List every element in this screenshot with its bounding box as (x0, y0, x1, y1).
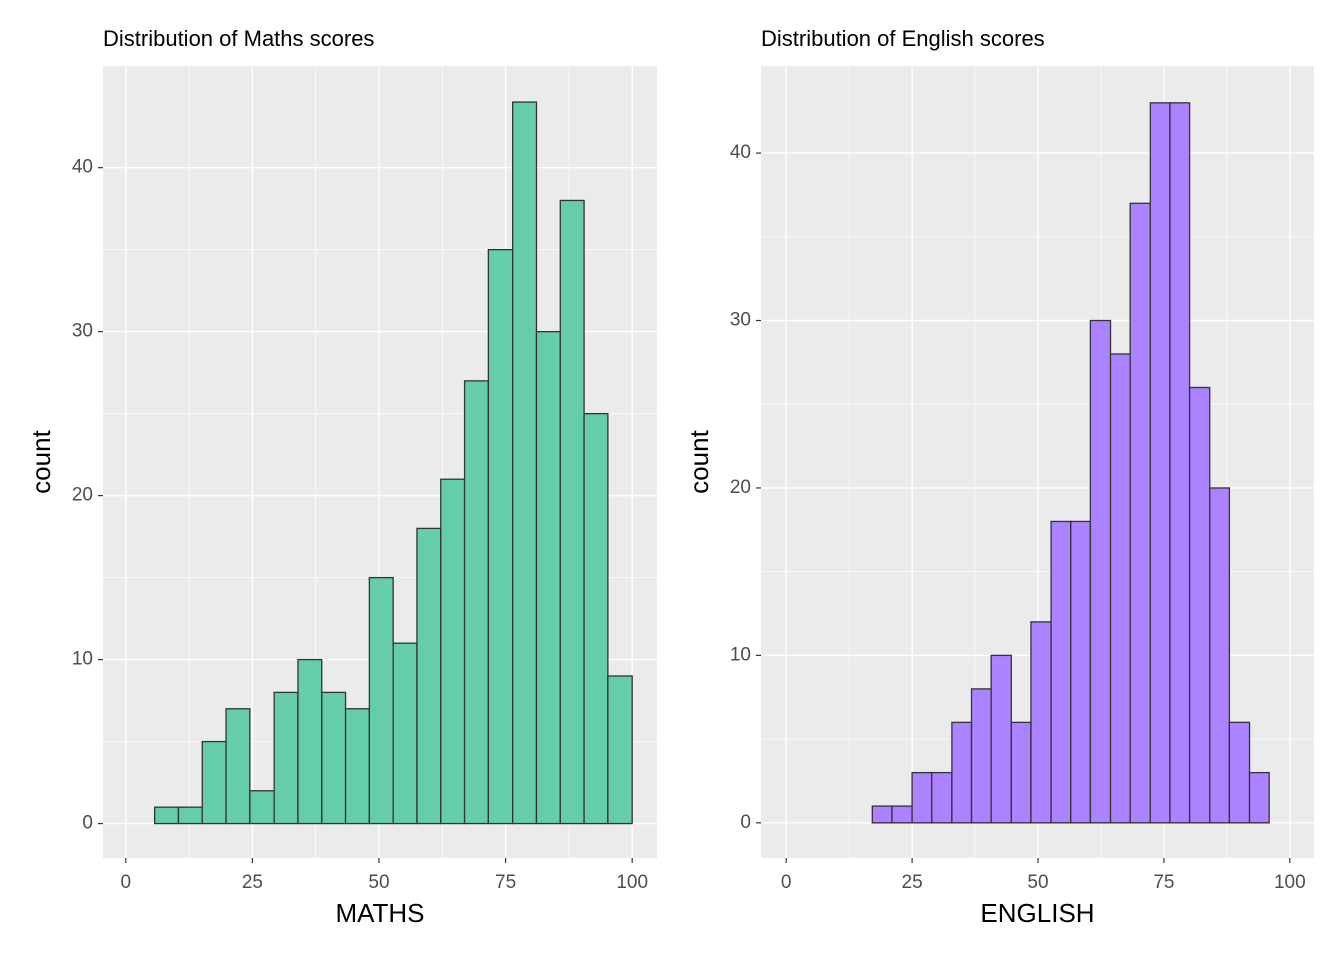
y-tick-label: 0 (82, 813, 93, 834)
y-tick-label: 10 (730, 644, 751, 665)
bar (249, 790, 275, 825)
bar (1248, 771, 1270, 824)
x-tick-label: 75 (495, 872, 516, 893)
panel: 0 10 20 30 40 0 25 50 75 100 Distribution of Maths… (26, 26, 657, 928)
y-tick-label: 30 (72, 321, 93, 342)
bar (951, 721, 973, 824)
x-tick-label: 25 (902, 872, 923, 893)
bar (1030, 621, 1052, 824)
bar (559, 199, 585, 825)
bar (1188, 386, 1211, 824)
y-tick-label: 10 (72, 649, 93, 670)
bar (344, 708, 371, 825)
x-tick-label: 25 (242, 872, 263, 893)
y-tick-label: 40 (72, 157, 93, 178)
y-axis-label: count (684, 429, 714, 493)
bar (1228, 721, 1251, 824)
bar (1010, 721, 1032, 824)
bar (911, 771, 933, 824)
y-tick-label: 20 (730, 477, 751, 498)
bar (583, 412, 609, 825)
y-tick-label: 30 (730, 310, 751, 331)
x-tick-label: 0 (120, 872, 131, 893)
x-tick-label: 50 (368, 872, 389, 893)
y-tick-label: 40 (730, 142, 751, 163)
bar (154, 806, 180, 825)
bar (440, 478, 466, 825)
chart-title: Distribution of English scores (761, 26, 1045, 51)
bar (1089, 319, 1112, 824)
bar (487, 249, 514, 825)
bar (1209, 487, 1231, 824)
bar (463, 380, 490, 825)
bar (201, 740, 227, 825)
bar (970, 688, 992, 824)
bar (273, 691, 299, 825)
panel: 0 10 20 30 40 0 25 50 75 100 Distribution of Engli… (684, 26, 1314, 928)
bar (990, 654, 1012, 824)
bar (321, 691, 347, 825)
bar (535, 330, 561, 825)
bar (1070, 520, 1092, 824)
x-tick-label: 100 (616, 872, 648, 893)
bar (225, 708, 251, 825)
bar (1129, 202, 1151, 824)
y-tick-label: 20 (72, 485, 93, 506)
bar (607, 675, 633, 825)
bar (891, 805, 913, 824)
bar (177, 806, 203, 825)
bar (416, 527, 442, 825)
x-tick-label: 50 (1027, 872, 1048, 893)
bar (392, 642, 418, 825)
x-tick-label: 100 (1274, 872, 1306, 893)
bar (1149, 102, 1171, 824)
bar (931, 771, 953, 824)
bar (1050, 520, 1072, 824)
x-tick-label: 75 (1153, 872, 1174, 893)
x-tick-label: 0 (781, 872, 792, 893)
x-axis-label: ENGLISH (980, 898, 1094, 928)
chart-title: Distribution of Maths scores (103, 26, 374, 51)
bar (871, 805, 893, 824)
bar (1169, 102, 1191, 824)
bar (297, 658, 323, 825)
y-tick-label: 0 (740, 812, 751, 833)
bar (512, 101, 538, 825)
bar (368, 576, 394, 825)
y-axis-label: count (26, 429, 56, 493)
bar (1109, 353, 1131, 824)
x-axis-label: MATHS (335, 898, 424, 928)
